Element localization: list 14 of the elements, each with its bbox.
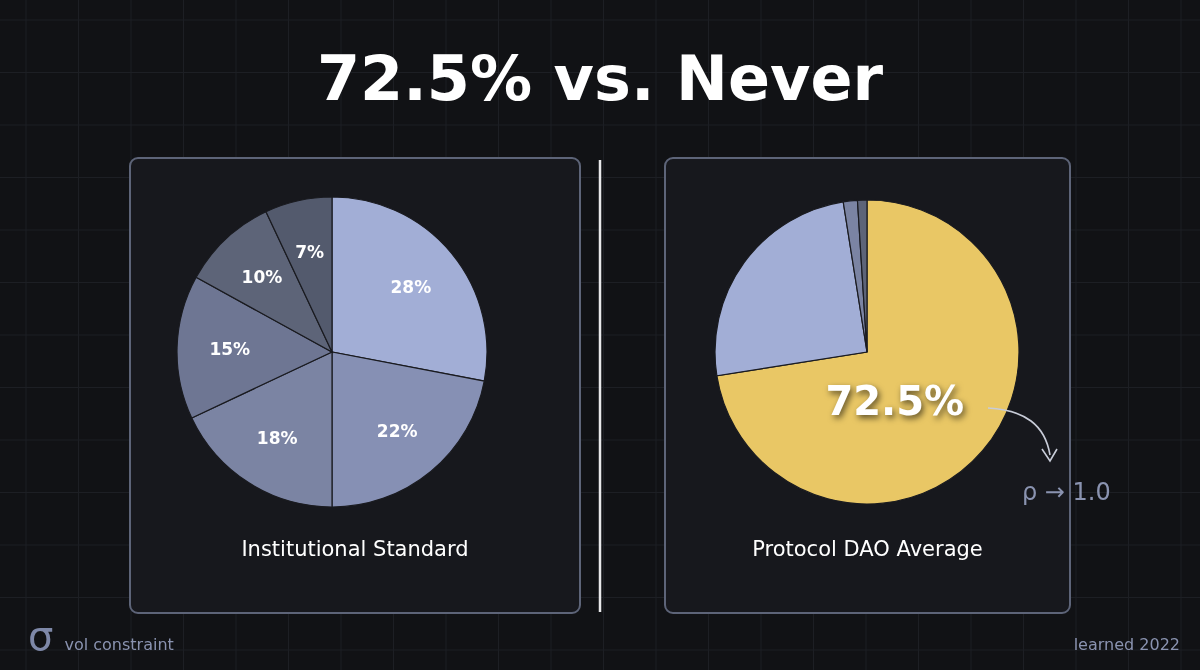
data-label: 28% bbox=[390, 276, 432, 297]
text: σ vol constraint bbox=[28, 613, 174, 659]
text: ρ → 1.0 bbox=[1022, 478, 1111, 506]
chart-title: 72.5% vs. Never bbox=[316, 42, 884, 115]
text: learned 2022 bbox=[1073, 635, 1180, 654]
data-label: 15% bbox=[209, 338, 251, 359]
data-label: 72.5% bbox=[825, 378, 965, 425]
pie-slice bbox=[716, 199, 1020, 505]
data-label: 22% bbox=[376, 420, 418, 441]
text: Protocol DAO Average bbox=[752, 537, 983, 561]
text: Institutional Standard bbox=[241, 537, 469, 561]
data-label: 18% bbox=[256, 428, 298, 449]
data-label: 7% bbox=[295, 242, 325, 263]
data-label: 10% bbox=[241, 267, 283, 288]
